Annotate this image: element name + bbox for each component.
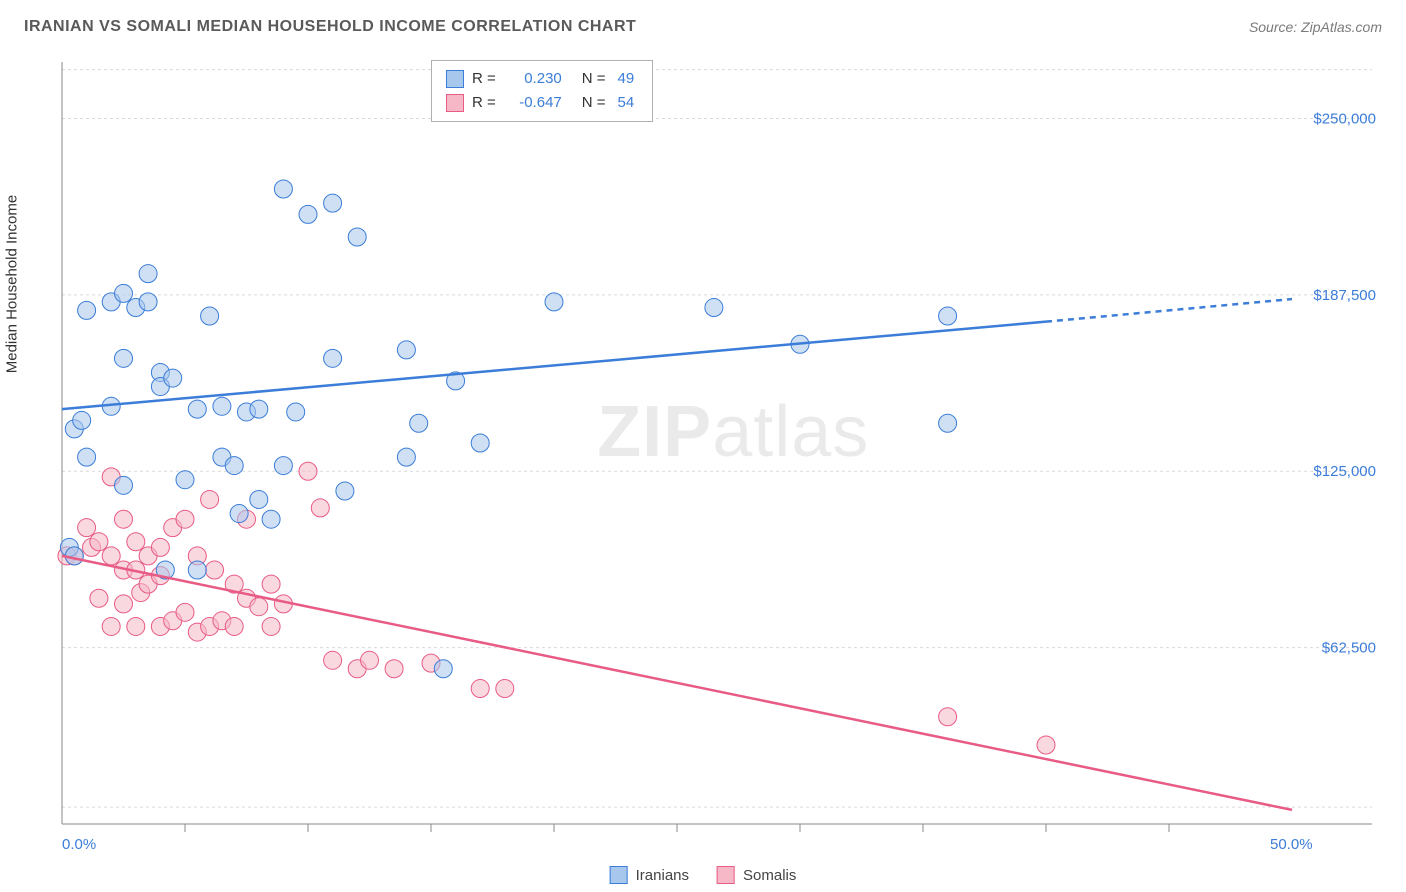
chart-source: Source: ZipAtlas.com <box>1249 19 1382 35</box>
legend-row-series2: R = -0.647 N = 54 <box>446 91 638 115</box>
legend-swatch-series1 <box>446 70 464 88</box>
legend-swatch-series2 <box>446 94 464 112</box>
series-legend: Iranians Somalis <box>610 866 797 884</box>
x-axis-max-label: 50.0% <box>1270 836 1313 853</box>
svg-text:$125,000: $125,000 <box>1313 463 1376 480</box>
legend-swatch-series1 <box>610 866 628 884</box>
svg-text:$187,500: $187,500 <box>1313 287 1376 304</box>
x-axis-min-label: 0.0% <box>62 836 96 853</box>
chart-title: IRANIAN VS SOMALI MEDIAN HOUSEHOLD INCOM… <box>24 18 636 36</box>
legend-row-series1: R = 0.230 N = 49 <box>446 67 638 91</box>
correlation-legend: R = 0.230 N = 49 R = -0.647 N = 54 <box>431 60 653 122</box>
legend-item-series2: Somalis <box>717 866 796 884</box>
legend-item-series1: Iranians <box>610 866 689 884</box>
y-axis-label: Median Household Income <box>4 195 21 373</box>
svg-text:$250,000: $250,000 <box>1313 110 1376 127</box>
scatter-plot: $62,500 $125,000 $187,500 $250,000 <box>56 56 1382 852</box>
svg-text:$62,500: $62,500 <box>1322 640 1376 657</box>
legend-swatch-series2 <box>717 866 735 884</box>
chart-container: Median Household Income $62,500$125,000$… <box>56 56 1382 852</box>
chart-header: IRANIAN VS SOMALI MEDIAN HOUSEHOLD INCOM… <box>0 0 1406 46</box>
